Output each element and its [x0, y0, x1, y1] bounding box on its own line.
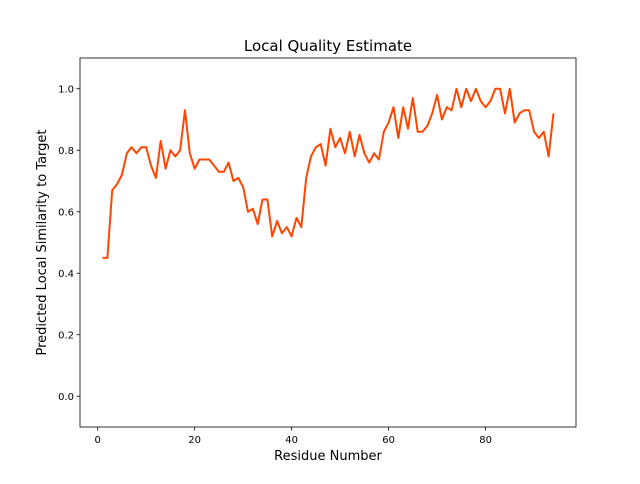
y-axis-label: Predicted Local Similarity to Target [35, 130, 50, 356]
x-tick-label: 40 [285, 435, 298, 446]
x-tick-label: 80 [479, 435, 492, 446]
x-tick-label: 20 [188, 435, 201, 446]
y-tick-label: 0.4 [58, 269, 74, 280]
x-axis-label: Residue Number [274, 449, 382, 464]
y-tick-label: 0.8 [58, 146, 74, 157]
y-tick-label: 1.0 [58, 84, 74, 95]
y-tick-label: 0.0 [58, 392, 74, 403]
chart-title: Local Quality Estimate [244, 37, 412, 55]
y-tick-label: 0.6 [58, 207, 74, 218]
axes-frame [80, 58, 576, 427]
x-tick-label: 0 [95, 435, 101, 446]
ticks: 0 20 40 60 80 0.0 0.2 0.4 0.6 0.8 1.0 [58, 84, 492, 446]
series-line [103, 89, 554, 258]
x-tick-label: 60 [382, 435, 395, 446]
y-tick-label: 0.2 [58, 330, 74, 341]
plot-area [103, 89, 554, 258]
